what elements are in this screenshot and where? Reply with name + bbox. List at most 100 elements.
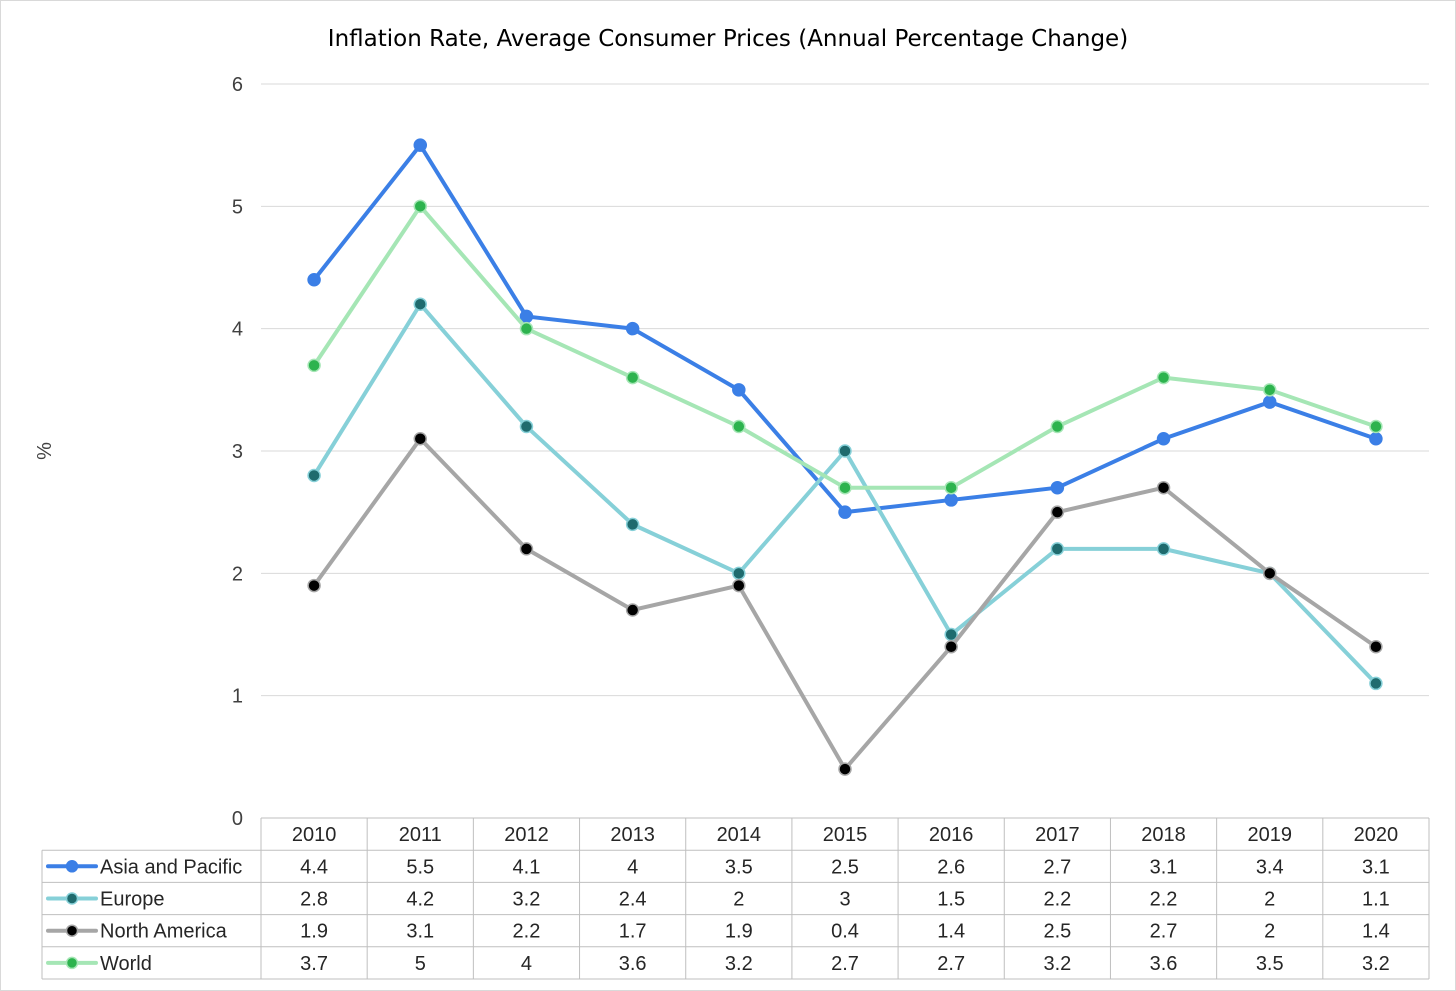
data-point: Asia and Pacific 2017: 2.7: [1050, 480, 1065, 495]
data-label: 3.2: [513, 889, 541, 911]
data-point: Europe 2013: 2.4: [625, 517, 640, 532]
data-point: North America 2019: 2: [1262, 566, 1277, 581]
data-point: North America 2020: 1.4: [1369, 639, 1383, 654]
data-point: North America 2015: 0.4: [838, 762, 852, 776]
data-point: Asia and Pacific 2020: 3.1: [1369, 432, 1383, 446]
data-label: 2.2: [1150, 889, 1178, 911]
data-label: 1.9: [725, 921, 753, 943]
legend-key-marker: [65, 924, 79, 937]
y-axis-ticks: 0 1 2 3 4 5 6: [232, 74, 243, 830]
legend-label: World: [100, 953, 152, 975]
y-axis-label: %: [34, 442, 56, 460]
data-point: World 2013: 3.6: [625, 370, 640, 385]
series-europe: Europe 2010: 2.8 Europe 2011: 4.2 Europe 2…: [307, 297, 1383, 691]
data-point: North America 2014: 1.9: [732, 578, 746, 593]
data-label: 4: [627, 856, 638, 878]
data-label: 2.6: [937, 856, 965, 878]
legend-label: Europe: [100, 889, 165, 911]
y-tick-label: 1: [232, 686, 243, 708]
data-point: Asia and Pacific 2010: 4.4: [307, 272, 321, 287]
data-point: Asia and Pacific 2013: 4: [625, 321, 640, 336]
data-point: World 2016: 2.7: [944, 480, 958, 495]
data-label: 3.7: [300, 953, 328, 975]
data-point: Asia and Pacific 2014: 3.5: [732, 383, 746, 397]
y-tick-label: 3: [232, 441, 243, 463]
data-point: World 2018: 3.6: [1156, 370, 1171, 385]
data-point: World 2014: 3.2: [732, 419, 746, 434]
data-label: 1.7: [619, 921, 647, 943]
data-label: 3.2: [1362, 953, 1390, 975]
data-point: World 2020: 3.2: [1369, 419, 1383, 434]
data-point: North America 2017: 2.5: [1050, 505, 1065, 519]
data-label: 3.1: [1150, 856, 1178, 878]
data-point: World 2015: 2.7: [838, 480, 852, 495]
y-tick-label: 2: [232, 563, 243, 585]
legend-key-marker: [65, 860, 79, 873]
y-tick-label: 4: [232, 319, 243, 341]
data-point: Europe 2017: 2.2: [1050, 542, 1065, 556]
data-label: 2.2: [1043, 889, 1071, 911]
series-world: World 2010: 3.7 World 2011: 5 World 2012: …: [307, 199, 1383, 495]
data-label: 4.2: [406, 889, 434, 911]
data-point: Europe 2020: 1.1: [1369, 676, 1383, 691]
data-label: 3.5: [1256, 953, 1284, 975]
data-label: 2: [733, 889, 744, 911]
x-tick-label: 2019: [1247, 824, 1292, 846]
data-label: 2.4: [619, 889, 647, 911]
data-point: World 2011: 5: [413, 199, 428, 214]
chart-title: Inflation Rate, Average Consumer Prices …: [328, 26, 1128, 52]
data-point: World 2010: 3.7: [307, 358, 321, 373]
data-point: Asia and Pacific 2015: 2.5: [838, 505, 852, 519]
data-point: North America 2012: 2.2: [519, 542, 534, 556]
x-tick-label: 2014: [717, 824, 762, 846]
x-tick-label: 2018: [1141, 824, 1186, 846]
data-label: 2.7: [1043, 856, 1071, 878]
x-tick-label: 2017: [1035, 824, 1080, 846]
data-point: Asia and Pacific 2018: 3.1: [1156, 432, 1171, 446]
data-label: 0.4: [831, 921, 859, 943]
x-tick-label: 2010: [292, 824, 337, 846]
data-point: Asia and Pacific 2012: 4.1: [519, 309, 534, 324]
data-label: 2.5: [831, 856, 859, 878]
legend-key-marker: [65, 892, 79, 905]
data-label: 3.6: [619, 953, 647, 975]
data-point: Europe 2011: 4.2: [413, 297, 428, 311]
data-point: Europe 2012: 3.2: [519, 419, 534, 434]
y-tick-label: 5: [232, 196, 243, 218]
data-label: 1.4: [1362, 921, 1390, 943]
data-label: 1.4: [937, 921, 965, 943]
data-point: North America 2018: 2.7: [1156, 480, 1171, 495]
data-label: 2.2: [513, 921, 541, 943]
data-point: World 2019: 3.5: [1262, 383, 1277, 397]
data-label: 1.9: [300, 921, 328, 943]
data-label: 3.6: [1150, 953, 1178, 975]
gridlines: [261, 83, 1429, 697]
data-point: Europe 2018: 2.2: [1156, 542, 1171, 556]
data-point: North America 2010: 1.9: [307, 578, 321, 593]
data-point: Europe 2015: 3: [838, 444, 852, 458]
data-label: 2: [1264, 921, 1275, 943]
data-label: 2: [1264, 889, 1275, 911]
data-label: 3.2: [1043, 953, 1071, 975]
x-tick-label: 2013: [610, 824, 655, 846]
data-label: 1.5: [937, 889, 965, 911]
data-point: Europe 2014: 2: [732, 566, 746, 581]
data-label: 4.1: [513, 856, 541, 878]
data-label: 3: [839, 889, 850, 911]
data-label: 3.2: [725, 953, 753, 975]
series-layer: Asia and Pacific 2010: 4.4 Asia and Pacif…: [307, 138, 1383, 776]
y-tick-label: 0: [232, 808, 243, 830]
data-label: 3.1: [406, 921, 434, 943]
data-table: 2010 2011 2012 2013 2014 2015 2016 2017 2018 2019…: [41, 817, 1430, 980]
legend-key-marker: [65, 956, 79, 970]
x-tick-label: 2012: [504, 824, 549, 846]
data-label: 2.7: [831, 953, 859, 975]
x-tick-label: 2020: [1354, 824, 1399, 846]
data-label: 2.8: [300, 889, 328, 911]
data-label: 4: [521, 953, 532, 975]
data-label: 4.4: [300, 856, 328, 878]
data-label: 3.4: [1256, 856, 1284, 878]
data-label: 1.1: [1362, 889, 1390, 911]
data-point: World 2012: 4: [519, 321, 534, 336]
